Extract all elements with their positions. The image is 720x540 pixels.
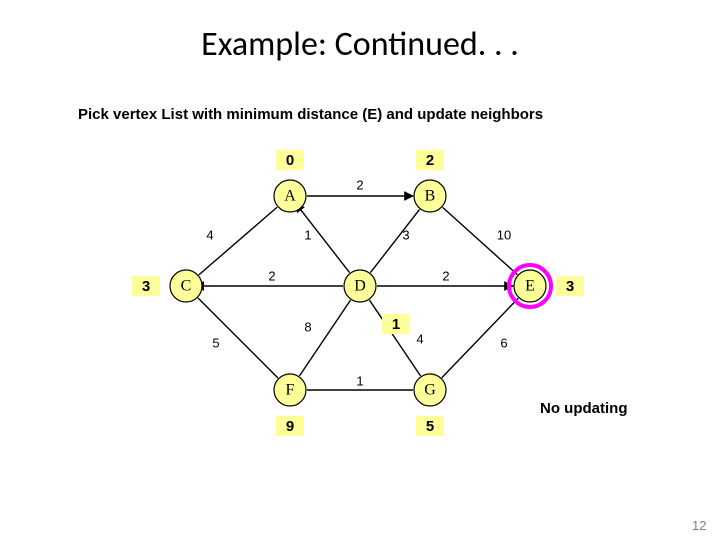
edge-weight: 1	[304, 227, 311, 242]
edge-weight: 1	[356, 373, 363, 388]
edge-weight: 10	[497, 227, 511, 242]
edge-weight: 2	[442, 268, 449, 283]
graph-edge	[198, 298, 278, 378]
graph-edge	[369, 300, 420, 376]
edge-weight: 6	[500, 335, 507, 350]
distance-value: 3	[142, 278, 150, 295]
graph-diagram: ABCDEFG 24131022584610231395	[0, 0, 720, 540]
edge-weight: 5	[212, 335, 219, 350]
node-label: G	[424, 382, 436, 399]
edge-weight: 2	[268, 268, 275, 283]
edge-weight: 4	[206, 227, 213, 242]
node-label: A	[284, 188, 296, 205]
edge-weight: 2	[356, 177, 363, 192]
node-label: D	[354, 278, 366, 295]
edge-weight: 8	[304, 319, 311, 334]
distance-value: 3	[566, 278, 574, 295]
distance-value: 9	[286, 418, 294, 435]
edge-weight: 4	[416, 331, 423, 346]
node-label: C	[181, 278, 192, 295]
node-label: E	[525, 278, 535, 295]
graph-edge	[370, 209, 419, 272]
node-label: F	[286, 382, 295, 399]
node-label: B	[425, 188, 436, 205]
graph-edge	[299, 300, 350, 376]
edge-weight: 3	[402, 227, 409, 242]
distance-value: 5	[426, 418, 434, 435]
distance-value: 2	[426, 152, 434, 169]
distance-value: 0	[286, 152, 294, 169]
distance-value: 1	[392, 316, 400, 333]
